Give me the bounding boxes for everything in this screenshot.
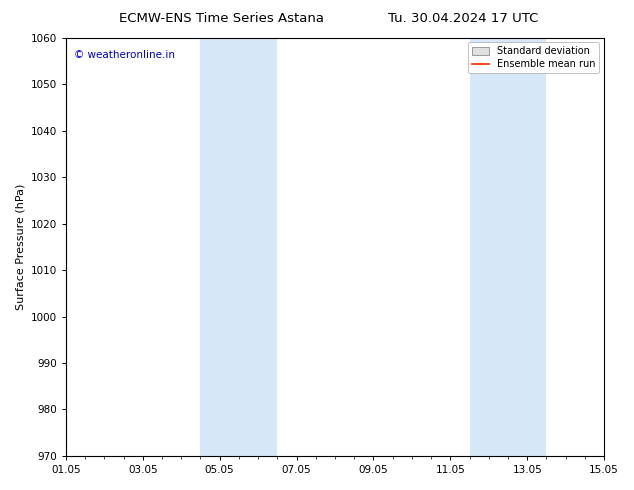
Legend: Standard deviation, Ensemble mean run: Standard deviation, Ensemble mean run bbox=[468, 43, 599, 73]
Text: Tu. 30.04.2024 17 UTC: Tu. 30.04.2024 17 UTC bbox=[387, 12, 538, 25]
Bar bbox=[470, 38, 547, 456]
Text: © weatheronline.in: © weatheronline.in bbox=[74, 50, 175, 60]
Bar bbox=[200, 38, 277, 456]
Text: ECMW-ENS Time Series Astana: ECMW-ENS Time Series Astana bbox=[119, 12, 325, 25]
Y-axis label: Surface Pressure (hPa): Surface Pressure (hPa) bbox=[15, 184, 25, 310]
